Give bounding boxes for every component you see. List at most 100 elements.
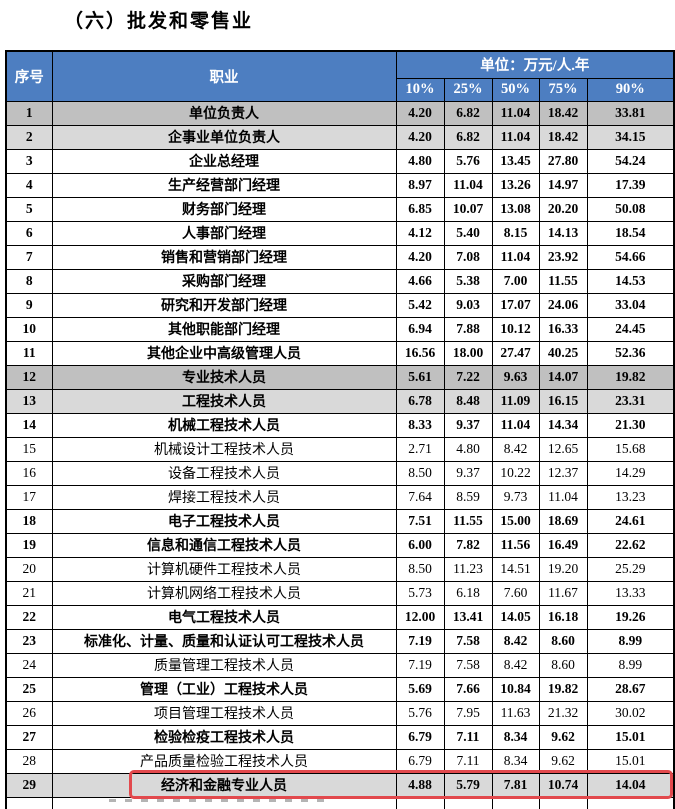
value-cell-50: 10.12 — [491, 316, 540, 342]
table-row: 13 工程技术人员 6.78 8.48 11.09 16.15 23.31 — [5, 388, 675, 414]
value-cell-25: 5.38 — [443, 268, 493, 294]
row-index: 7 — [5, 244, 53, 270]
table-row: 28 产品质量检验工程技术人员 6.79 7.11 8.34 9.62 15.0… — [5, 748, 675, 774]
value-cell-10: 6.79 — [395, 724, 445, 750]
value-cell-75: 23.92 — [538, 244, 588, 270]
occupation-cell: 研究和开发部门经理 — [51, 292, 397, 318]
value-cell-75: 11.04 — [538, 484, 588, 510]
value-cell-50: 9.63 — [491, 364, 540, 390]
value-cell-10: 5.69 — [395, 676, 445, 702]
value-cell-75: 16.15 — [538, 388, 588, 414]
row-index: 15 — [5, 436, 53, 462]
value-cell-50: 11.63 — [491, 700, 540, 726]
row-index: 18 — [5, 508, 53, 534]
row-index: 19 — [5, 532, 53, 558]
table-row: 4 生产经营部门经理 8.97 11.04 13.26 14.97 17.39 — [5, 172, 675, 198]
value-cell-90: 52.36 — [586, 340, 675, 366]
value-cell-50: 7.81 — [491, 772, 540, 798]
value-cell-25: 9.37 — [443, 460, 493, 486]
occupation-cell: 项目管理工程技术人员 — [51, 700, 397, 726]
value-cell-90: 15.01 — [586, 724, 675, 750]
value-cell — [443, 796, 493, 809]
value-cell-25: 7.58 — [443, 652, 493, 678]
value-cell-25: 11.04 — [443, 172, 493, 198]
row-index: 12 — [5, 364, 53, 390]
value-cell-10: 6.85 — [395, 196, 445, 222]
value-cell-25: 11.55 — [443, 508, 493, 534]
occupation-cell: 机械工程技术人员 — [51, 412, 397, 438]
row-index — [5, 796, 53, 809]
value-cell-25: 7.11 — [443, 724, 493, 750]
occupation-cell: 工程技术人员 — [51, 388, 397, 414]
value-cell-10: 6.94 — [395, 316, 445, 342]
value-cell-90: 28.67 — [586, 676, 675, 702]
value-cell-50: 8.42 — [491, 436, 540, 462]
value-cell — [491, 796, 540, 809]
occupation-cell: 标准化、计量、质量和认证认可工程技术人员 — [51, 628, 397, 654]
value-cell-25: 10.07 — [443, 196, 493, 222]
occupation-cell: 质量管理工程技术人员 — [51, 652, 397, 678]
occupation-cell: 经济和金融专业人员 — [51, 772, 397, 798]
value-cell-25: 6.18 — [443, 580, 493, 606]
value-cell-10: 8.50 — [395, 556, 445, 582]
value-cell — [395, 796, 445, 809]
value-cell-10: 4.80 — [395, 148, 445, 174]
occupation-cell: 其他职能部门经理 — [51, 316, 397, 342]
table-row: 6 人事部门经理 4.12 5.40 8.15 14.13 18.54 — [5, 220, 675, 246]
occupation-cell: 财务部门经理 — [51, 196, 397, 222]
value-cell-25: 18.00 — [443, 340, 493, 366]
value-cell-75: 8.60 — [538, 628, 588, 654]
value-cell-10: 6.00 — [395, 532, 445, 558]
value-cell-90: 21.30 — [586, 412, 675, 438]
value-cell-75: 16.18 — [538, 604, 588, 630]
row-index: 10 — [5, 316, 53, 342]
value-cell-10: 4.20 — [395, 124, 445, 150]
value-cell-90: 23.31 — [586, 388, 675, 414]
occupation-cell: 生产经营部门经理 — [51, 172, 397, 198]
value-cell-50: 11.04 — [491, 412, 540, 438]
value-cell-10: 2.71 — [395, 436, 445, 462]
row-index: 13 — [5, 388, 53, 414]
occupation-cell: 检验检疫工程技术人员 — [51, 724, 397, 750]
row-index: 8 — [5, 268, 53, 294]
table-row: 17 焊接工程技术人员 7.64 8.59 9.73 11.04 13.23 — [5, 484, 675, 510]
table-row: 11 其他企业中高级管理人员 16.56 18.00 27.47 40.25 5… — [5, 340, 675, 366]
table-row: 14 机械工程技术人员 8.33 9.37 11.04 14.34 21.30 — [5, 412, 675, 438]
value-cell-90: 17.39 — [586, 172, 675, 198]
value-cell-10: 7.64 — [395, 484, 445, 510]
value-cell — [538, 796, 588, 809]
clipped-text-fragment — [108, 798, 326, 802]
table-row: 20 计算机硬件工程技术人员 8.50 11.23 14.51 19.20 25… — [5, 556, 675, 582]
value-cell-25: 13.41 — [443, 604, 493, 630]
table-row: 8 采购部门经理 4.66 5.38 7.00 11.55 14.53 — [5, 268, 675, 294]
value-cell-50: 7.00 — [491, 268, 540, 294]
percentile-header-50: 50% — [491, 77, 540, 102]
value-cell-10: 4.88 — [395, 772, 445, 798]
value-cell-50: 11.04 — [491, 244, 540, 270]
table-row: 29 经济和金融专业人员 4.88 5.79 7.81 10.74 14.04 — [5, 772, 675, 798]
value-cell-75: 9.62 — [538, 724, 588, 750]
value-cell-10: 7.19 — [395, 652, 445, 678]
value-cell-25: 9.37 — [443, 412, 493, 438]
value-cell-10: 4.20 — [395, 100, 445, 126]
row-index: 16 — [5, 460, 53, 486]
value-cell-90: 14.04 — [586, 772, 675, 798]
header-row-percentiles: 10% 25% 50% 75% 90% — [6, 77, 675, 102]
value-cell-25: 7.66 — [443, 676, 493, 702]
value-cell-75: 19.82 — [538, 676, 588, 702]
value-cell-25: 7.22 — [443, 364, 493, 390]
table-row: 1 单位负责人 4.20 6.82 11.04 18.42 33.81 — [5, 100, 675, 126]
value-cell-50: 8.15 — [491, 220, 540, 246]
value-cell-75: 8.60 — [538, 652, 588, 678]
value-cell-75: 18.42 — [538, 124, 588, 150]
value-cell-90: 14.53 — [586, 268, 675, 294]
value-cell-75: 14.13 — [538, 220, 588, 246]
value-cell-25: 5.76 — [443, 148, 493, 174]
col-header-occupation: 职业 — [51, 50, 397, 102]
value-cell-25: 7.82 — [443, 532, 493, 558]
table-row: 27 检验检疫工程技术人员 6.79 7.11 8.34 9.62 15.01 — [5, 724, 675, 750]
partial-next-row — [5, 796, 675, 809]
value-cell-90: 54.24 — [586, 148, 675, 174]
table-header: 序号 职业 单位：万元/人.年 10% 25% 50% 75% 90% — [5, 50, 675, 102]
